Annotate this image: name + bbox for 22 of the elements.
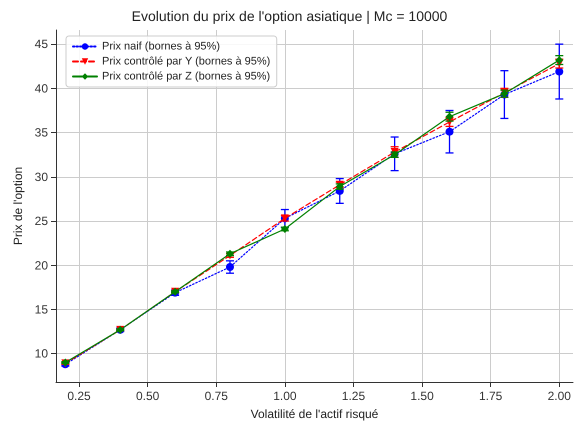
x-tick-label: 0.25 — [67, 389, 92, 403]
x-tick-label: 0.50 — [136, 389, 160, 403]
x-tick-label: 1.50 — [410, 389, 434, 403]
legend-label: Prix contrôlé par Z (bornes à 95%) — [102, 70, 270, 82]
y-tick-label: 30 — [34, 170, 48, 184]
x-tick-label: 1.25 — [342, 389, 366, 403]
x-tick-label: 1.00 — [273, 389, 297, 403]
y-tick-label: 20 — [34, 258, 48, 272]
chart-title: Evolution du prix de l'option asiatique | Mc = 10000 — [132, 8, 448, 24]
y-axis-title: Prix de l'option — [10, 166, 25, 246]
y-tick-label: 10 — [34, 346, 48, 361]
x-tick-label: 2.00 — [548, 389, 572, 403]
y-tick-label: 15 — [34, 302, 48, 316]
y-tick-label: 35 — [34, 126, 48, 140]
legend-label: Prix naif (bornes à 95%) — [102, 40, 220, 52]
y-tick-label: 40 — [34, 81, 48, 96]
x-tick-label: 0.75 — [204, 389, 228, 403]
x-tick-label: 1.75 — [478, 389, 503, 403]
y-tick-label: 45 — [34, 37, 48, 52]
x-axis-title: Volatilité de l'actif risqué — [250, 407, 379, 421]
legend-label: Prix contrôlé par Y (bornes à 95%) — [102, 56, 270, 68]
y-tick-label: 25 — [34, 214, 48, 228]
